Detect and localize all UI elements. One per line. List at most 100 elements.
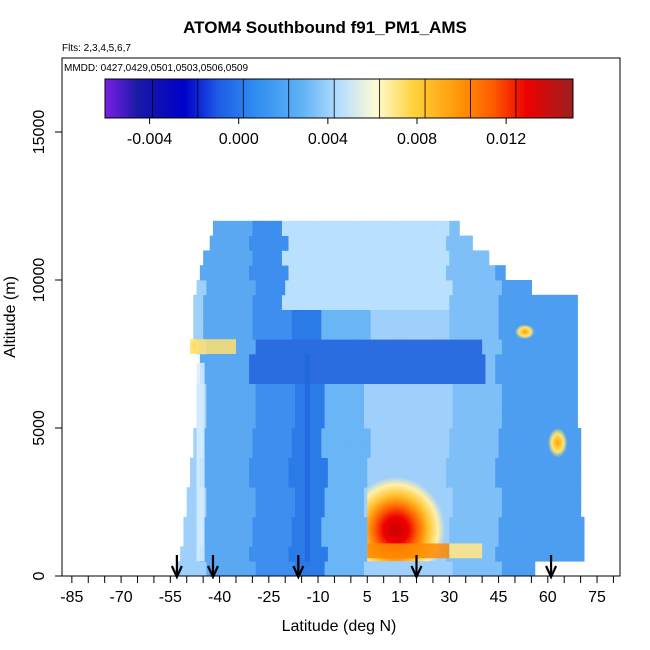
- heatmap-cell: [363, 398, 375, 414]
- heatmap-cell: [531, 502, 542, 518]
- heatmap-cell: [219, 368, 230, 384]
- heatmap-cell: [380, 324, 391, 340]
- heatmap-cell: [337, 546, 349, 562]
- heatmap-cell: [393, 339, 404, 355]
- heatmap-cell: [455, 235, 467, 251]
- heatmap-cell: [308, 265, 319, 281]
- heatmap-cell: [564, 354, 575, 370]
- heatmap-cell: [272, 250, 283, 266]
- heatmap-cell: [199, 265, 211, 281]
- heatmap-cell: [291, 220, 303, 236]
- heatmap-cell: [459, 531, 470, 547]
- heatmap-cell: [541, 339, 552, 355]
- heatmap-cell: [199, 546, 211, 562]
- heatmap-cell: [321, 250, 332, 266]
- heatmap-cell: [183, 531, 194, 547]
- heatmap-cell: [222, 442, 234, 458]
- heatmap-cell: [232, 428, 244, 444]
- heatmap-cell: [469, 250, 480, 266]
- heatmap-cell: [295, 398, 306, 414]
- heatmap-cell: [370, 428, 381, 444]
- heatmap-cell: [341, 442, 352, 458]
- heatmap-cell: [564, 472, 575, 488]
- x-tick-label: -70: [110, 589, 133, 606]
- heatmap-cell: [262, 324, 273, 340]
- heatmap-cell: [314, 502, 326, 518]
- heatmap-cell: [521, 339, 532, 355]
- heatmap-cell: [265, 502, 276, 518]
- heatmap-cell: [278, 354, 290, 370]
- heatmap-cell: [380, 294, 391, 310]
- heatmap-cell: [242, 442, 253, 458]
- heatmap-cell: [469, 428, 480, 444]
- heatmap-cell: [462, 561, 473, 576]
- heatmap-cell: [455, 368, 467, 384]
- heatmap-cell: [199, 472, 211, 488]
- heatmap-cell: [222, 324, 234, 340]
- heatmap-cell: [406, 368, 418, 384]
- heatmap-cell: [521, 502, 532, 518]
- heatmap-cell: [288, 472, 299, 488]
- heatmap-cell: [478, 516, 490, 532]
- flights-note: Flts: 2,3,4,5,6,7: [62, 43, 131, 54]
- heatmap-cell: [432, 413, 444, 429]
- heatmap-cell: [360, 516, 372, 532]
- heatmap-cell: [341, 309, 352, 325]
- heatmap-cell: [537, 324, 549, 340]
- heatmap-cell: [531, 339, 542, 355]
- heatmap-cell: [498, 309, 509, 325]
- heatmap-cell: [518, 442, 529, 458]
- heatmap-cell: [560, 413, 572, 429]
- heatmap-cell: [235, 339, 247, 355]
- heatmap-cell: [406, 457, 418, 473]
- heatmap-cell: [321, 516, 332, 532]
- heatmap-cell: [232, 250, 244, 266]
- heatmap-cell: [337, 235, 349, 251]
- heatmap-cell: [491, 280, 503, 296]
- heatmap-cell: [295, 280, 306, 296]
- heatmap-cell: [488, 309, 500, 325]
- heatmap-cell: [386, 457, 398, 473]
- heatmap-cell: [409, 442, 421, 458]
- heatmap-cell: [564, 368, 575, 384]
- heatmap-cell: [534, 546, 546, 562]
- heatmap-cell: [446, 354, 457, 370]
- heatmap-cell: [419, 428, 431, 444]
- heatmap-cell: [419, 324, 431, 340]
- heatmap-cell: [514, 368, 526, 384]
- flight-arrows: [170, 555, 558, 580]
- heatmap-cell: [350, 250, 362, 266]
- heatmap-cell: [495, 368, 506, 384]
- heatmap-cell: [498, 324, 509, 340]
- heatmap-cell: [501, 487, 513, 503]
- heatmap-cell: [272, 442, 283, 458]
- heatmap-cell: [308, 472, 319, 488]
- heatmap-cell: [485, 546, 496, 562]
- heatmap-cell: [491, 339, 503, 355]
- heatmap-cell: [281, 324, 293, 340]
- heatmap-cell: [245, 502, 257, 518]
- heatmap-cell: [278, 368, 290, 384]
- heatmap-cell: [347, 472, 359, 488]
- heatmap-cell: [403, 383, 414, 399]
- heatmap-cell: [235, 561, 247, 576]
- heatmap-cell: [301, 250, 313, 266]
- heatmap-cell: [344, 280, 355, 296]
- heatmap-cell: [347, 546, 359, 562]
- heatmap-cell: [311, 442, 322, 458]
- heatmap-cell: [249, 472, 260, 488]
- heatmap-cell: [344, 413, 355, 429]
- heatmap-cell: [235, 487, 247, 503]
- heatmap-cell: [416, 265, 427, 281]
- heatmap-cell: [314, 398, 326, 414]
- heatmap-cell: [462, 398, 473, 414]
- heatmap-cell: [245, 413, 257, 429]
- heatmap-cell: [524, 457, 536, 473]
- heatmap-cell: [560, 487, 572, 503]
- heatmap-cell: [442, 383, 454, 399]
- heatmap-cell: [452, 487, 464, 503]
- heatmap-cell: [219, 265, 230, 281]
- heatmap-cell: [541, 413, 552, 429]
- heatmap-cell: [472, 339, 483, 355]
- heatmap-cell: [252, 442, 263, 458]
